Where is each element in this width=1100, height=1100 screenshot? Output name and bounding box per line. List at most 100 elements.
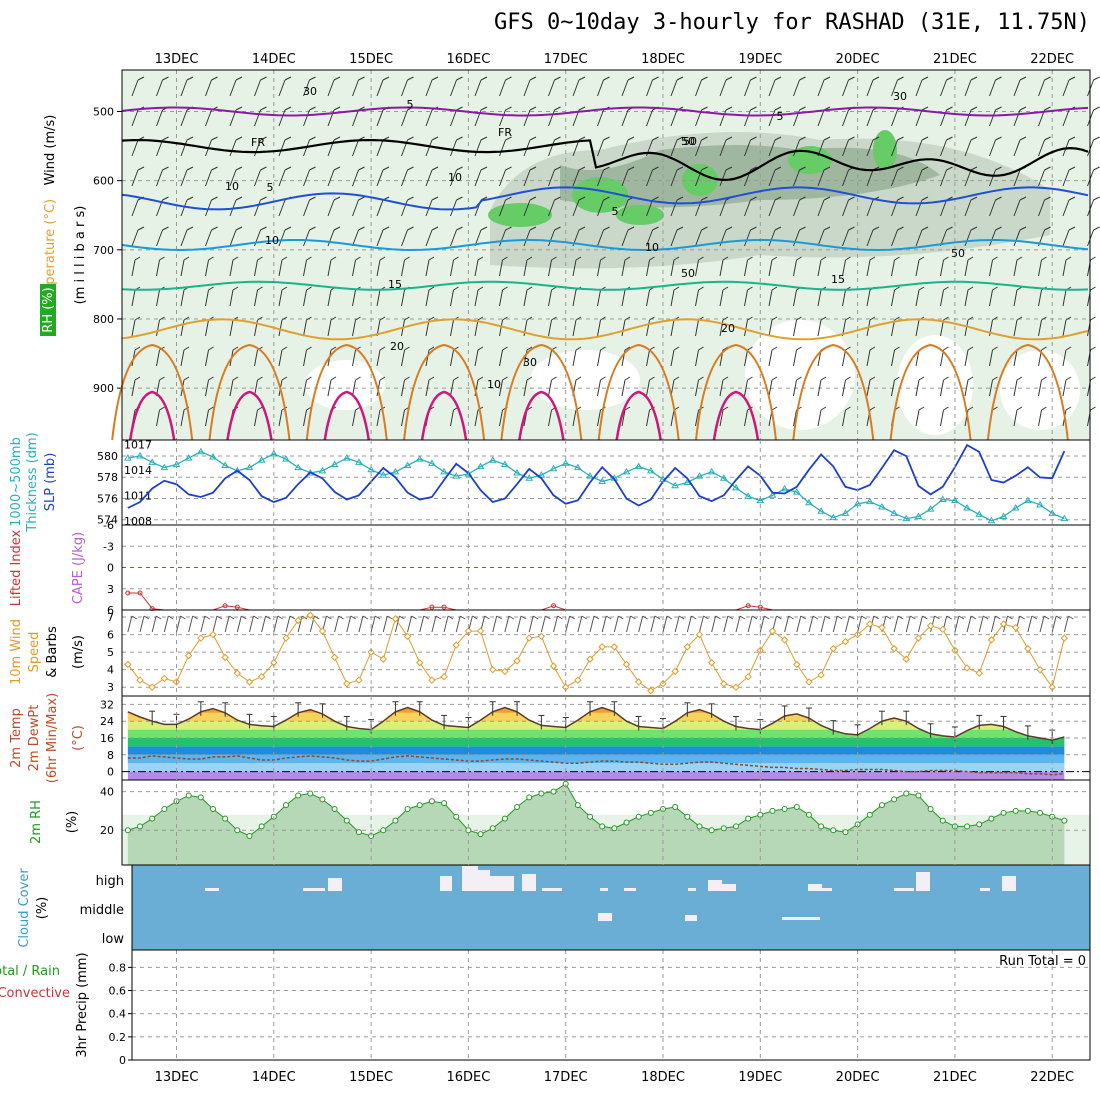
wind-barb-flag bbox=[428, 286, 435, 291]
rh-point bbox=[477, 831, 484, 838]
wind-barb-flag bbox=[600, 376, 606, 381]
wind-barb-flag bbox=[894, 346, 900, 351]
thickness-point bbox=[428, 459, 436, 466]
wind-barb bbox=[419, 615, 425, 633]
rh-point bbox=[161, 805, 168, 812]
wind-barb bbox=[407, 615, 413, 633]
wind-barb bbox=[670, 349, 675, 367]
wind-barb bbox=[891, 79, 898, 97]
wind-barb bbox=[964, 259, 969, 277]
wind-barb-flag bbox=[456, 166, 463, 171]
cloud-level-label: low bbox=[102, 932, 125, 947]
wind-barb bbox=[662, 615, 668, 633]
axis-label-cloud: Cloud Cover bbox=[17, 868, 32, 948]
wind-barb-flag bbox=[967, 256, 974, 261]
wind-barb-flag bbox=[407, 166, 414, 171]
wind-barb bbox=[450, 139, 457, 157]
wind-barb-flag bbox=[211, 196, 218, 201]
lifted-tick-label: -3 bbox=[103, 540, 114, 553]
wind-barb-flag bbox=[232, 286, 239, 291]
wind-barb bbox=[747, 615, 753, 633]
wind-barb-flag bbox=[995, 136, 1002, 141]
rh-point bbox=[781, 805, 788, 812]
thickness-point bbox=[671, 481, 680, 489]
wind-barb bbox=[744, 229, 751, 247]
wind-barb bbox=[254, 259, 258, 277]
isotherm-line bbox=[121, 280, 1089, 291]
thickness-point bbox=[719, 474, 728, 481]
wind-barb bbox=[285, 615, 291, 633]
thickness-point bbox=[987, 516, 996, 524]
wind-barb bbox=[401, 349, 405, 367]
cloud-cover-bar bbox=[490, 876, 514, 891]
wind-barb bbox=[474, 169, 482, 187]
wind-barb-flag bbox=[358, 226, 365, 231]
wind-barb-flag bbox=[379, 376, 386, 381]
wind-barb bbox=[548, 139, 555, 157]
rh-point bbox=[635, 813, 642, 820]
date-label-bottom: 16DEC bbox=[446, 1070, 490, 1085]
wind-barb-flag bbox=[992, 286, 998, 291]
wind-barb-flag bbox=[211, 76, 218, 81]
thickness-point bbox=[792, 488, 801, 495]
wind-barb bbox=[744, 109, 751, 127]
wind-speed-point bbox=[695, 630, 704, 639]
wind-barb bbox=[964, 139, 972, 157]
wind-barb-flag bbox=[1016, 376, 1023, 381]
wind-barb bbox=[964, 379, 969, 397]
wind-barb bbox=[744, 289, 748, 307]
slp-line bbox=[127, 443, 1066, 509]
wind-barb bbox=[768, 79, 776, 97]
wind-barb-flag bbox=[943, 376, 949, 381]
wind-barb bbox=[401, 199, 408, 217]
wind-barb-flag bbox=[309, 106, 316, 111]
rh-point bbox=[647, 809, 654, 816]
wind-barb-flag bbox=[159, 376, 165, 381]
wind-barb bbox=[254, 109, 261, 127]
wind-barb-flag bbox=[1044, 226, 1051, 231]
wind-barb bbox=[1038, 199, 1045, 217]
wind-barb-flag bbox=[722, 256, 729, 261]
wind-barb bbox=[1013, 319, 1018, 337]
wind-barb bbox=[646, 259, 650, 277]
rh-point bbox=[793, 804, 800, 811]
contour-label: 10 bbox=[225, 180, 239, 193]
contour-label: 20 bbox=[390, 340, 404, 353]
wind-barb-flag bbox=[934, 615, 940, 620]
wind-barb bbox=[915, 169, 923, 187]
wind-barb bbox=[352, 109, 359, 127]
wind-barb bbox=[719, 379, 724, 397]
wind-barb bbox=[1013, 379, 1018, 397]
thickness-point bbox=[245, 463, 254, 471]
axis-label-barbs: & Barbs bbox=[45, 626, 60, 678]
wind-barb-flag bbox=[624, 316, 631, 321]
wind-speed-point bbox=[890, 644, 898, 653]
wind-barb bbox=[139, 615, 145, 633]
thickness-point bbox=[294, 463, 303, 471]
wind-barb bbox=[376, 289, 381, 307]
wind-barb bbox=[989, 139, 996, 157]
wind-barb bbox=[842, 79, 849, 97]
wind-barb-flag bbox=[970, 226, 978, 231]
pressure-tick-label: 700 bbox=[93, 244, 114, 257]
wind-barb-flag bbox=[569, 615, 575, 620]
wind-barb bbox=[844, 615, 850, 633]
wind-barb bbox=[964, 319, 969, 337]
wind-barb-flag bbox=[823, 196, 831, 201]
wind-barb bbox=[516, 615, 522, 633]
date-label-top: 15DEC bbox=[349, 52, 393, 67]
wind-barb bbox=[131, 139, 139, 157]
wind-barb bbox=[989, 379, 993, 397]
wind-barb bbox=[425, 289, 430, 307]
isotherm-arch-hot bbox=[226, 390, 273, 441]
date-label-bottom: 14DEC bbox=[252, 1070, 296, 1085]
wind-barb-flag bbox=[557, 615, 563, 620]
wind-barb bbox=[156, 139, 163, 157]
rh-point bbox=[599, 823, 606, 830]
wind-barb bbox=[425, 229, 433, 247]
wind-barb-flag bbox=[578, 166, 586, 171]
wind-barb-flag bbox=[796, 346, 802, 351]
wind-barb-flag bbox=[848, 136, 855, 141]
wind-barb-flag bbox=[554, 136, 561, 141]
precip-tick-label: 0.2 bbox=[109, 1031, 127, 1044]
